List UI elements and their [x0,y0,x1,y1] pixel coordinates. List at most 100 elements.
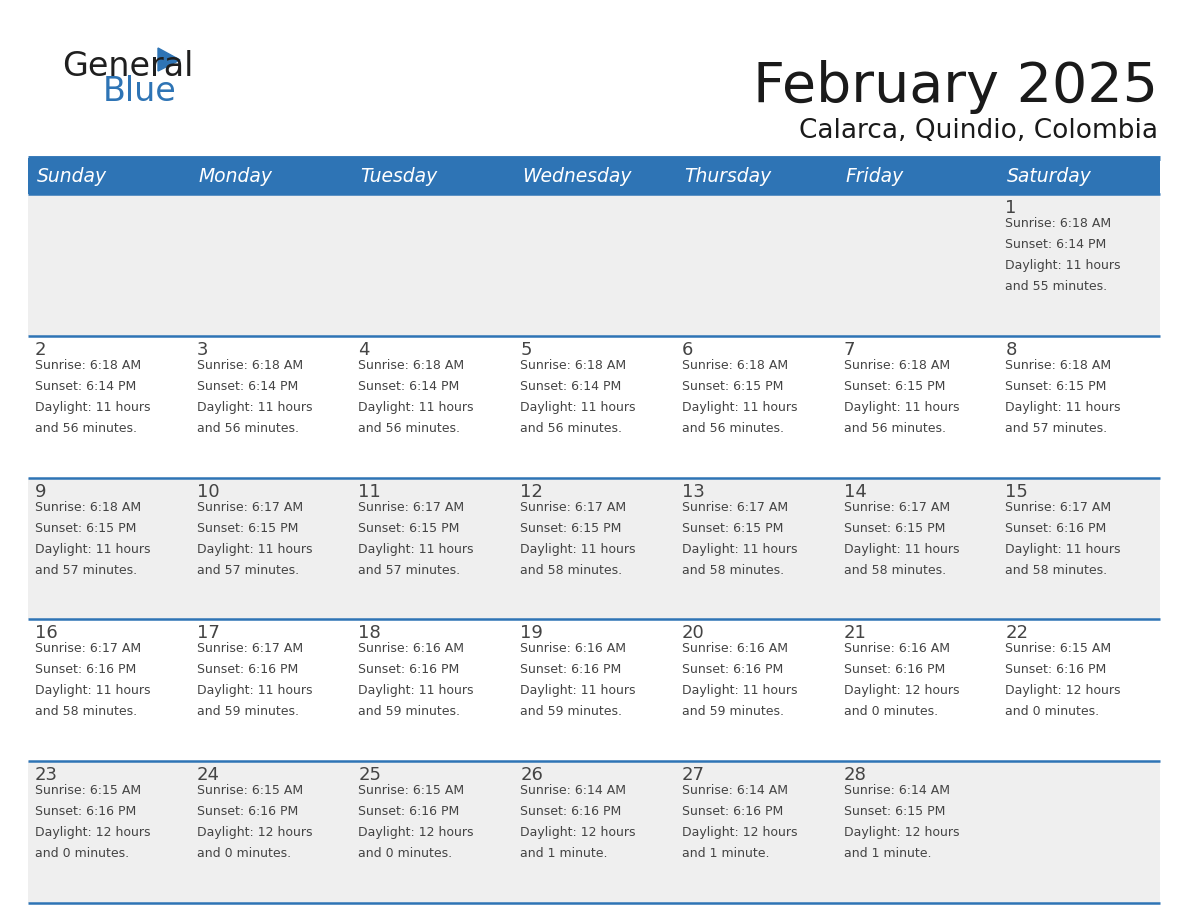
Text: 22: 22 [1005,624,1029,643]
Text: 24: 24 [197,767,220,784]
Text: Sunset: 6:15 PM: Sunset: 6:15 PM [682,521,783,534]
Text: and 59 minutes.: and 59 minutes. [682,705,784,719]
Text: and 0 minutes.: and 0 minutes. [359,847,453,860]
Bar [190,194,352,336]
Text: Sunrise: 6:15 AM: Sunrise: 6:15 AM [34,784,141,797]
Text: Sunrise: 6:18 AM: Sunrise: 6:18 AM [34,500,141,513]
Bar [352,477,513,620]
Text: February 2025: February 2025 [753,60,1158,114]
Text: Sunset: 6:16 PM: Sunset: 6:16 PM [520,805,621,818]
Text: Sunrise: 6:18 AM: Sunrise: 6:18 AM [1005,359,1112,372]
Text: Daylight: 11 hours: Daylight: 11 hours [1005,543,1120,555]
Text: Daylight: 11 hours: Daylight: 11 hours [359,543,474,555]
Text: Sunrise: 6:14 AM: Sunrise: 6:14 AM [843,784,949,797]
Bar [513,477,675,620]
Text: Sunrise: 6:18 AM: Sunrise: 6:18 AM [682,359,788,372]
Text: 1: 1 [1005,199,1017,217]
Polygon shape [158,48,181,71]
Text: Daylight: 12 hours: Daylight: 12 hours [682,826,797,839]
Text: and 0 minutes.: and 0 minutes. [197,847,291,860]
Text: Daylight: 11 hours: Daylight: 11 hours [520,401,636,414]
Text: Sunset: 6:15 PM: Sunset: 6:15 PM [1005,380,1107,393]
Text: Sunset: 6:16 PM: Sunset: 6:16 PM [197,664,298,677]
Text: Friday: Friday [846,166,904,185]
Text: and 55 minutes.: and 55 minutes. [1005,280,1107,293]
Text: and 57 minutes.: and 57 minutes. [359,564,461,577]
Text: Sunrise: 6:18 AM: Sunrise: 6:18 AM [34,359,141,372]
Bar [998,336,1159,477]
Text: Saturday: Saturday [1007,166,1092,185]
Text: 20: 20 [682,624,704,643]
Text: Sunset: 6:15 PM: Sunset: 6:15 PM [34,521,137,534]
Text: and 57 minutes.: and 57 minutes. [34,564,137,577]
Text: Sunset: 6:16 PM: Sunset: 6:16 PM [1005,521,1106,534]
Bar [675,336,836,477]
Text: 16: 16 [34,624,58,643]
Bar [29,194,190,336]
Text: Sunset: 6:14 PM: Sunset: 6:14 PM [359,380,460,393]
Bar [836,194,998,336]
Text: and 57 minutes.: and 57 minutes. [1005,421,1107,435]
Text: Sunrise: 6:18 AM: Sunrise: 6:18 AM [1005,217,1112,230]
Text: and 59 minutes.: and 59 minutes. [197,705,298,719]
Text: Blue: Blue [103,75,177,108]
Bar [29,336,190,477]
Text: 15: 15 [1005,483,1028,500]
Text: 4: 4 [359,341,369,359]
Text: Monday: Monday [198,166,273,185]
Bar [352,761,513,903]
Text: Daylight: 11 hours: Daylight: 11 hours [197,543,312,555]
Text: Daylight: 12 hours: Daylight: 12 hours [843,826,959,839]
Text: and 57 minutes.: and 57 minutes. [197,564,299,577]
Text: and 0 minutes.: and 0 minutes. [1005,705,1099,719]
Text: 23: 23 [34,767,58,784]
Text: and 56 minutes.: and 56 minutes. [197,421,298,435]
Text: Sunset: 6:16 PM: Sunset: 6:16 PM [682,664,783,677]
Text: Sunrise: 6:15 AM: Sunrise: 6:15 AM [359,784,465,797]
Bar [675,761,836,903]
Text: Sunset: 6:16 PM: Sunset: 6:16 PM [359,664,460,677]
Text: Daylight: 11 hours: Daylight: 11 hours [682,685,797,698]
Bar [836,158,998,194]
Text: Daylight: 11 hours: Daylight: 11 hours [359,401,474,414]
Text: Sunset: 6:15 PM: Sunset: 6:15 PM [843,380,944,393]
Text: Sunrise: 6:17 AM: Sunrise: 6:17 AM [359,500,465,513]
Text: and 58 minutes.: and 58 minutes. [682,564,784,577]
Text: Sunrise: 6:14 AM: Sunrise: 6:14 AM [682,784,788,797]
Text: 6: 6 [682,341,694,359]
Text: Daylight: 12 hours: Daylight: 12 hours [520,826,636,839]
Text: and 0 minutes.: and 0 minutes. [34,847,129,860]
Bar [998,620,1159,761]
Bar [998,761,1159,903]
Text: Sunrise: 6:14 AM: Sunrise: 6:14 AM [520,784,626,797]
Text: General: General [62,50,194,83]
Text: Sunrise: 6:16 AM: Sunrise: 6:16 AM [520,643,626,655]
Bar [190,761,352,903]
Text: Sunrise: 6:15 AM: Sunrise: 6:15 AM [197,784,303,797]
Text: Sunrise: 6:16 AM: Sunrise: 6:16 AM [682,643,788,655]
Bar [998,477,1159,620]
Text: Daylight: 11 hours: Daylight: 11 hours [843,401,959,414]
Text: Sunrise: 6:15 AM: Sunrise: 6:15 AM [1005,643,1112,655]
Text: Sunrise: 6:17 AM: Sunrise: 6:17 AM [197,643,303,655]
Text: Wednesday: Wednesday [523,166,632,185]
Text: Sunrise: 6:17 AM: Sunrise: 6:17 AM [843,500,949,513]
Text: Sunrise: 6:18 AM: Sunrise: 6:18 AM [843,359,949,372]
Text: and 59 minutes.: and 59 minutes. [359,705,461,719]
Bar [352,336,513,477]
Bar [190,158,352,194]
Text: Sunrise: 6:16 AM: Sunrise: 6:16 AM [843,643,949,655]
Text: 12: 12 [520,483,543,500]
Text: and 58 minutes.: and 58 minutes. [1005,564,1107,577]
Text: Sunset: 6:15 PM: Sunset: 6:15 PM [843,521,944,534]
Text: 19: 19 [520,624,543,643]
Text: and 59 minutes.: and 59 minutes. [520,705,623,719]
Bar [675,194,836,336]
Text: Sunset: 6:16 PM: Sunset: 6:16 PM [197,805,298,818]
Bar [29,761,190,903]
Bar [29,477,190,620]
Text: and 1 minute.: and 1 minute. [520,847,607,860]
Bar [675,477,836,620]
Bar [352,620,513,761]
Text: Thursday: Thursday [684,166,771,185]
